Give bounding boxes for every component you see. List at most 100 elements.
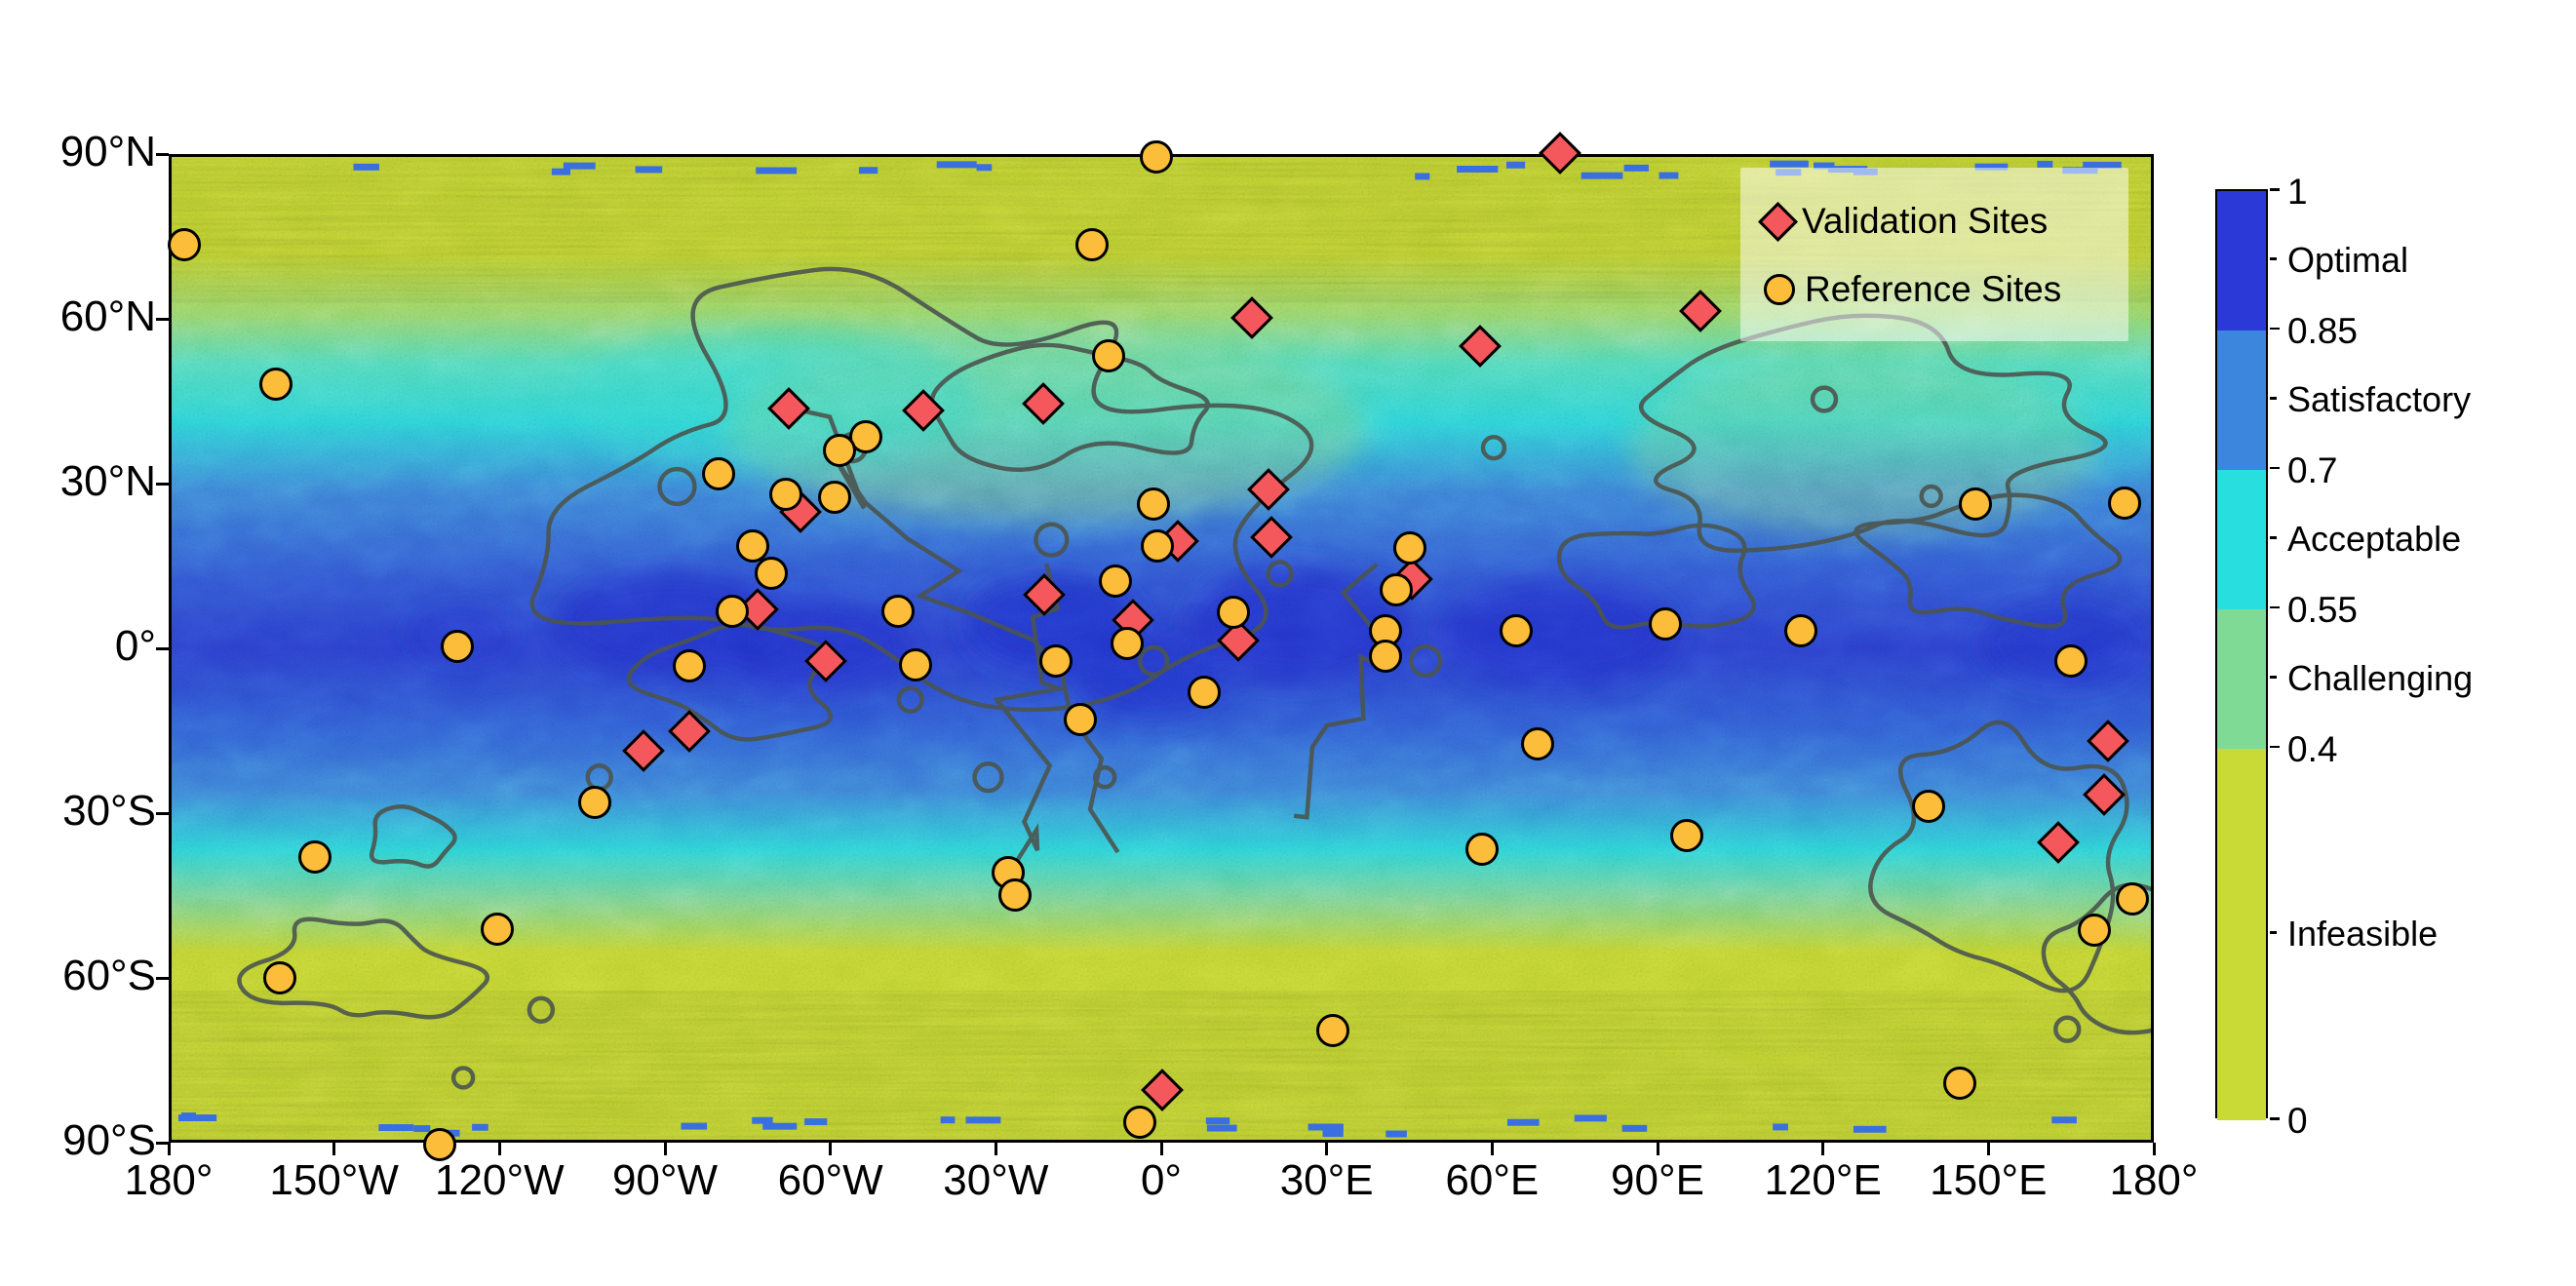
x-axis-tick-label: 60°E (1445, 1156, 1540, 1204)
validation-site-marker (766, 387, 810, 431)
colorbar-value-label: 0.85 (2287, 310, 2359, 351)
reference-site-marker (1648, 606, 1682, 641)
reference-site-marker (167, 227, 201, 261)
colorbar-tick (2270, 188, 2280, 191)
reference-site-marker (1137, 487, 1171, 521)
validation-site-marker (803, 640, 847, 682)
colorbar-value-label: 0 (2287, 1101, 2308, 1141)
validation-site-marker (2087, 720, 2129, 763)
x-axis-tick-label: 180° (2109, 1156, 2199, 1204)
validation-site-marker (1022, 382, 1065, 426)
x-axis-tick-label: 90°W (611, 1156, 719, 1204)
y-axis-tick (156, 1141, 169, 1145)
reference-site-marker (1521, 727, 1555, 761)
reference-site-marker (817, 480, 851, 514)
reference-site-marker (1064, 703, 1098, 737)
reference-site-marker (754, 556, 788, 590)
reference-site-marker (1099, 564, 1133, 598)
x-axis-tick (1490, 1143, 1494, 1155)
validation-site-marker (901, 388, 945, 432)
reference-site-marker (735, 528, 769, 563)
y-axis-tick (156, 646, 169, 650)
reference-site-marker (1075, 227, 1110, 261)
validation-site-marker (1539, 131, 1582, 175)
x-axis-tick-label: 180° (124, 1156, 214, 1204)
reference-site-marker (441, 629, 475, 663)
reference-site-marker (297, 839, 332, 874)
validation-site-marker (1141, 1069, 1185, 1112)
reference-site-marker (1500, 613, 1534, 647)
colorbar-category-tick (2270, 931, 2277, 934)
colorbar-band-satisfactory (2217, 330, 2266, 470)
validation-site-marker (1679, 290, 1723, 333)
reference-site-marker (1368, 639, 1402, 673)
reference-site-marker (2054, 643, 2088, 678)
x-axis-tick-label: 60°W (777, 1156, 883, 1204)
reference-site-marker (1392, 530, 1426, 565)
colorbar-category-tick (2270, 257, 2277, 260)
colorbar-band-optimal (2217, 191, 2266, 331)
validation-site-marker (622, 729, 665, 773)
reference-site-marker (1943, 1067, 1977, 1101)
reference-site-marker (1316, 1014, 1350, 1048)
colorbar-category-label: Infeasible (2287, 914, 2439, 955)
x-axis-tick (1821, 1143, 1825, 1155)
x-axis-tick-label: 30°W (943, 1156, 1049, 1204)
site-markers-layer (167, 131, 2154, 1162)
reference-site-marker (1911, 790, 1945, 824)
reference-site-marker (998, 877, 1033, 912)
reference-site-marker (2077, 913, 2111, 947)
y-axis-tick-label: 90°N (59, 128, 156, 175)
x-axis-tick (167, 1143, 171, 1155)
reference-site-marker (1784, 613, 1818, 647)
x-axis-tick (332, 1143, 336, 1155)
legend-label: Validation Sites (1802, 201, 2049, 241)
x-axis-tick (1159, 1143, 1163, 1155)
reference-site-marker (768, 478, 802, 512)
colorbar-category-tick (2270, 397, 2277, 400)
x-axis-tick (994, 1143, 997, 1155)
validation-site-marker (2083, 773, 2127, 817)
reference-site-marker (1669, 818, 1703, 852)
colorbar-category-label: Satisfactory (2287, 379, 2472, 420)
x-axis-tick (829, 1143, 833, 1155)
reference-site-marker (480, 912, 514, 946)
colorbar-category-label: Optimal (2287, 240, 2409, 281)
validation-site-marker (1246, 467, 1290, 511)
reference-site-marker (258, 368, 293, 402)
validation-site-marker (1229, 295, 1273, 339)
reference-site-marker (1217, 595, 1251, 629)
colorbar-tick (2270, 1117, 2280, 1120)
colorbar-category-tick (2270, 536, 2277, 539)
y-axis-tick-label: 0° (114, 622, 156, 670)
y-axis-tick-label: 30°N (59, 457, 156, 505)
x-axis-tick-label: 90°E (1611, 1156, 1704, 1204)
x-axis-tick-label: 120°W (435, 1156, 565, 1204)
mars-suitability-basemap (172, 157, 2151, 1140)
validation-site-marker (1459, 325, 1503, 369)
validation-site-marker (2037, 821, 2081, 865)
x-axis-tick (663, 1143, 667, 1155)
reference-site-marker (880, 594, 915, 628)
reference-site-marker (1959, 487, 1993, 522)
reference-site-marker (423, 1128, 457, 1162)
y-axis-tick-label: 30°S (62, 787, 156, 835)
colorbar-tick (2270, 466, 2280, 470)
reference-site-marker (1110, 626, 1144, 660)
colorbar-value-label: 0.55 (2287, 589, 2359, 630)
validation-diamond-icon (1757, 201, 1799, 242)
y-axis-tick-label: 60°N (59, 292, 156, 340)
colorbar-value-label: 0.7 (2287, 449, 2338, 490)
reference-site-marker (822, 434, 856, 468)
colorbar-category-tick (2270, 676, 2277, 679)
y-axis-tick (156, 976, 169, 980)
colorbar-value-label: 0.4 (2287, 728, 2338, 769)
reference-site-marker (715, 594, 749, 628)
reference-site-marker (1188, 676, 1222, 710)
x-axis-tick (2152, 1143, 2156, 1155)
validation-site-marker (667, 710, 711, 753)
reference-site-marker (1092, 339, 1126, 373)
reference-site-marker (1141, 528, 1175, 563)
colorbar-category-label: Challenging (2287, 658, 2474, 699)
